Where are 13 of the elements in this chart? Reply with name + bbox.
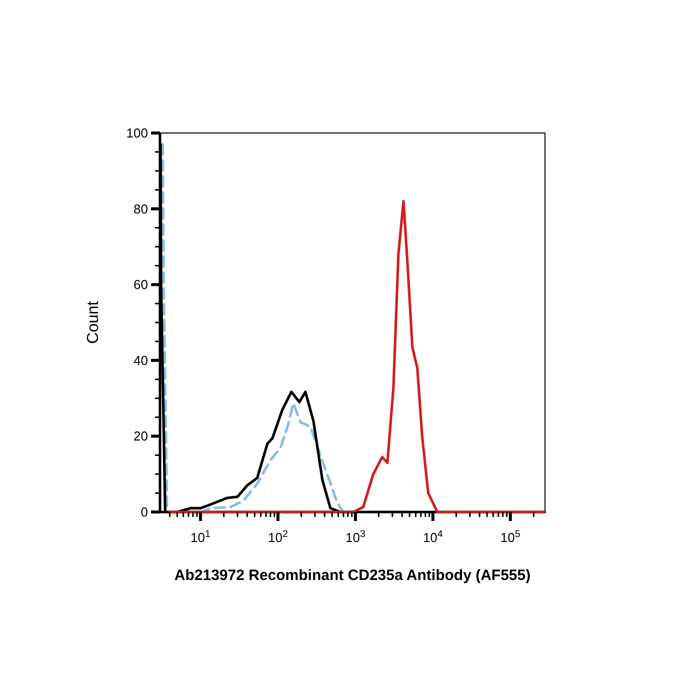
y-tick-label: 40 bbox=[134, 352, 148, 368]
y-tick-label: 60 bbox=[134, 277, 148, 292]
x-tick-label: 10$^{1}$ bbox=[190, 528, 210, 545]
x-tick-label: 10$^{5}$ bbox=[500, 528, 521, 545]
x-tick-label: 10$^{3}$ bbox=[345, 528, 366, 545]
x-tick-label: 10$^{4}$ bbox=[422, 528, 444, 545]
y-tick-label: 20 bbox=[134, 428, 148, 444]
y-axis-title: Count bbox=[85, 300, 102, 344]
y-tick-label: 0 bbox=[140, 504, 148, 520]
x-tick-label: 10$^{2}$ bbox=[268, 528, 288, 545]
x-axis-title: Ab213972 Recombinant CD235a Antibody (AF555) bbox=[174, 567, 531, 584]
y-tick-label: 100 bbox=[126, 126, 148, 140]
y-tick-label: 80 bbox=[134, 201, 148, 216]
